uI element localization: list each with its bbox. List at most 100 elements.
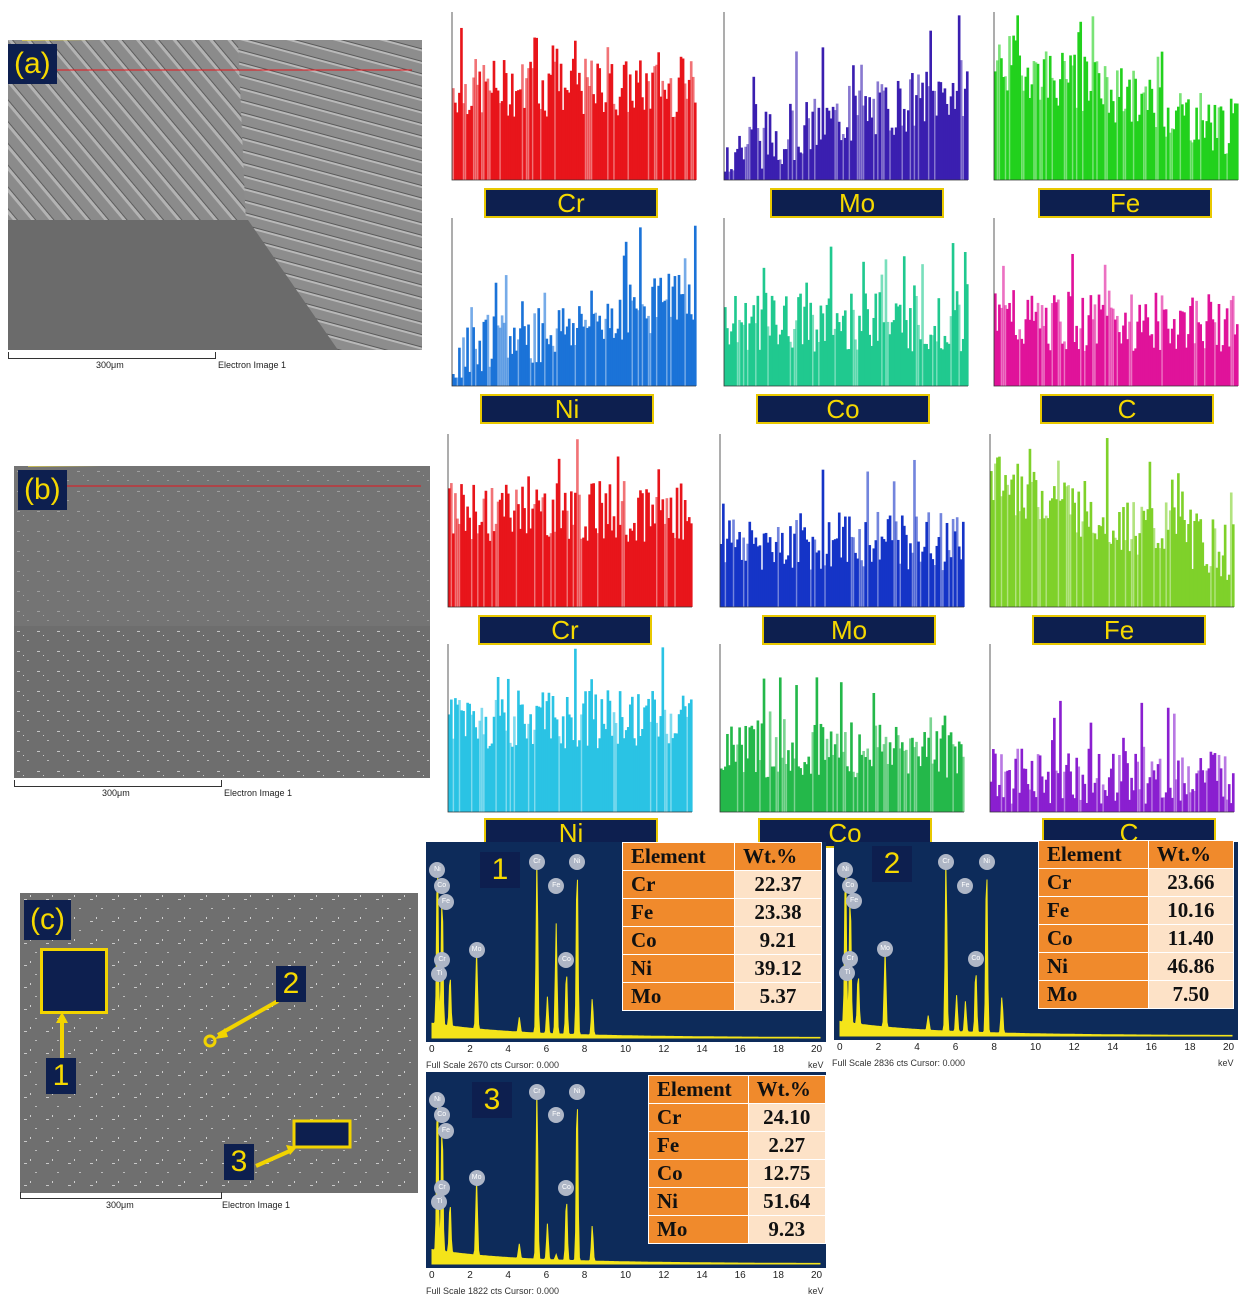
histogram-bar [567,318,571,386]
histogram-bar [1160,295,1164,386]
histogram-bar [933,325,937,386]
histogram-bar [675,111,679,180]
histogram-bar [1122,737,1125,812]
histogram-bar [955,90,959,180]
histogram-bar [468,371,471,386]
histogram-bar [679,294,683,386]
histogram-bar [1193,520,1196,607]
histogram-bar [693,225,697,386]
histogram-bar [506,115,510,180]
histogram-bar [766,776,770,812]
table-cell-value: 12.75 [747,1159,827,1188]
histogram-bar [1177,760,1180,812]
table-header-element: Element [622,842,735,871]
histogram-bar [1132,350,1135,386]
histogram-bar [454,698,457,812]
histogram-bar [1199,519,1203,607]
histogram-bar [1105,795,1109,812]
histogram-bar [1087,526,1091,607]
histogram-bar [574,345,577,386]
histogram-bar [630,300,634,386]
histogram-bar [618,691,622,812]
histogram-bar [823,134,827,180]
histogram-bar [848,85,851,180]
histogram-bar [1146,317,1150,386]
histogram-bar [1205,121,1209,180]
linescan-histogram-a-mo [723,12,969,181]
histogram-bar [543,292,547,386]
histogram-bar [527,476,530,607]
histogram-bar [925,521,928,607]
histogram-bar [649,526,652,607]
histogram-bar [1223,524,1227,607]
histogram-bar [472,327,475,386]
image-label: Electron Image 1 [218,360,287,370]
histogram-bar [1219,768,1223,812]
histogram-bar [862,261,865,386]
histogram-bar [1213,322,1217,386]
image-label: Electron Image 1 [222,1200,291,1210]
histogram-bar [764,111,768,180]
histogram-bar [689,699,693,812]
histogram-bar [1134,535,1137,607]
histogram-bar [776,159,780,180]
histogram-bar [754,537,758,607]
element-label-a-mo: Mo [770,188,944,218]
histogram-bar [937,298,941,386]
linescan-histogram-a-fe [993,12,1239,181]
histogram-bar [1148,79,1152,180]
histogram-bar [1217,754,1221,812]
histogram-bar [576,327,579,386]
histogram-bar [1193,139,1196,180]
histogram-bar [746,543,750,607]
histogram-bar [1069,296,1072,386]
histogram-bar [1166,328,1170,386]
histogram-bar [452,374,455,386]
histogram-bar [1122,111,1125,180]
histogram-bar [963,88,967,180]
histogram-bar [486,314,490,386]
histogram-bar [734,295,737,386]
histogram-bar [482,321,486,386]
histogram-bar [1183,115,1186,180]
histogram-bar [1136,321,1139,386]
histogram-bar [915,516,918,607]
histogram-bar [492,531,496,607]
histogram-bar [535,489,539,607]
histogram-bar [896,306,900,386]
histogram-bar [915,95,918,180]
histogram-bar [653,66,656,180]
histogram-bar [665,733,669,812]
histogram-bar [890,322,894,386]
histogram-bar [632,107,636,180]
histogram-bar [665,98,669,180]
histogram-bar [1136,761,1140,812]
histogram-bar [842,751,845,812]
histogram-bar [586,77,589,180]
histogram-bar [947,114,951,180]
histogram-bar [888,334,892,386]
histogram-bar [543,110,547,180]
histogram-bar [547,344,551,386]
histogram-bar [848,349,851,386]
histogram-bar [811,111,815,180]
histogram-bar [805,764,809,812]
histogram-bar [667,518,671,607]
axis-tick-label: 6 [952,1042,959,1053]
histogram-bar [592,719,595,812]
histogram-bar [1002,76,1005,180]
histogram-bar [860,64,863,180]
histogram-bar [494,282,498,386]
histogram-bar [523,107,526,180]
histogram-bar [612,337,616,386]
histogram-bar [815,144,819,180]
histogram-bar [892,320,896,386]
histogram-bar [1174,348,1178,386]
histogram-bar [1197,322,1200,386]
histogram-bar [1004,76,1007,180]
histogram-bar [626,727,630,812]
histogram-bar [565,326,569,386]
histogram-bar [571,323,575,386]
histogram-bar [835,538,839,607]
histogram-bar [789,770,792,812]
